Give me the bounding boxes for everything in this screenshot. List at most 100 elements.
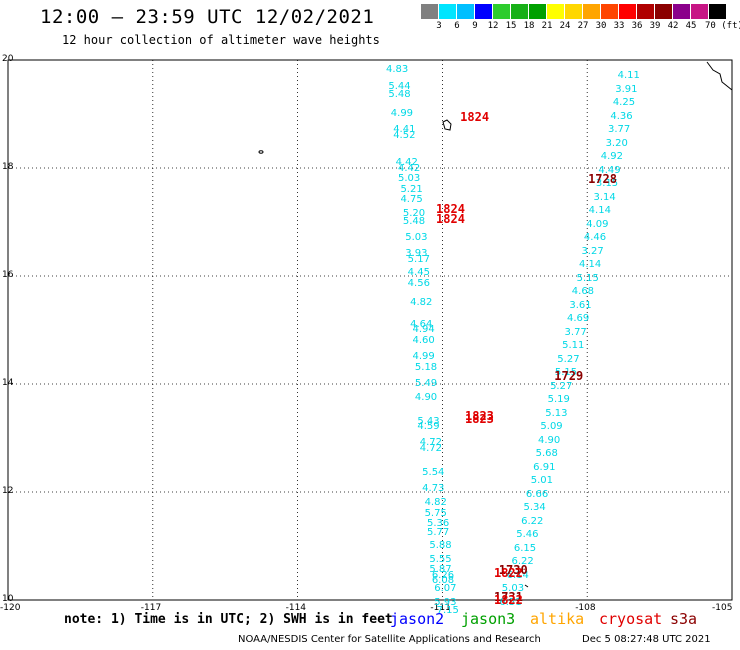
swh-value: 5.54 xyxy=(422,467,445,479)
swh-value: 6.91 xyxy=(533,461,556,473)
swh-value: 5.43 xyxy=(417,415,440,427)
island-small xyxy=(524,584,529,588)
satellite-jason3: jason3 xyxy=(461,610,516,628)
swh-value: 6.51 xyxy=(499,596,522,608)
swh-value: 4.52 xyxy=(393,129,416,141)
swh-value: 4.72 xyxy=(419,442,442,454)
color-scale-label: 36 xyxy=(631,21,643,31)
swh-value: 3.61 xyxy=(569,299,592,311)
swh-value: 5.27 xyxy=(550,380,573,392)
satellite-jason2: jason2 xyxy=(390,610,445,628)
swh-value: 5.93 xyxy=(434,596,457,608)
swh-value: 4.42 xyxy=(398,163,421,175)
swh-value: 4.41 xyxy=(393,124,416,136)
color-swatch xyxy=(673,4,690,19)
swh-value: 5.34 xyxy=(523,502,546,514)
swh-value: 4.83 xyxy=(385,64,409,76)
map-frame xyxy=(7,59,733,601)
pass-time-label: 1731 xyxy=(493,590,523,605)
swh-value: 4.72 xyxy=(419,437,442,449)
swh-value: 4.99 xyxy=(390,108,414,119)
swh-value: 5.15 xyxy=(554,367,578,379)
color-swatch xyxy=(457,4,474,19)
swh-value: 4.69 xyxy=(566,313,590,325)
swh-value: 5.20 xyxy=(402,207,426,219)
color-swatch xyxy=(601,4,618,19)
swh-value: 6.15 xyxy=(513,542,537,554)
credit-text: NOAA/NESDIS Center for Satellite Applica… xyxy=(238,634,541,645)
footer-note: note: 1) Time is in UTC; 2) SWH is in fe… xyxy=(64,612,393,627)
lon-tick-label: -111 xyxy=(430,603,451,613)
color-scale-label: 27 xyxy=(577,21,589,31)
lat-tick-label: 16 xyxy=(2,270,14,280)
color-swatch xyxy=(637,4,654,19)
color-swatch xyxy=(475,4,492,19)
swh-value: 4.90 xyxy=(414,391,438,403)
color-swatch xyxy=(547,4,564,19)
swh-value: 4.60 xyxy=(412,334,435,346)
swh-value: 4.73 xyxy=(422,483,445,495)
color-scale-label: 12 xyxy=(487,21,499,31)
color-scale-label: 30 xyxy=(595,21,607,31)
swh-value: 4.75 xyxy=(400,194,423,206)
swh-value: 5.68 xyxy=(535,448,558,460)
swh-value: 7.15 xyxy=(436,604,459,616)
swh-value: 4.90 xyxy=(538,434,561,446)
pass-time-label: 1823 xyxy=(465,409,494,424)
swh-value: 5.87 xyxy=(429,564,452,576)
swh-value: 3.91 xyxy=(615,83,638,95)
swh-value: 5.03 xyxy=(405,232,428,244)
color-scale-label: 15 xyxy=(505,21,517,31)
swh-value: 3.14 xyxy=(593,191,616,203)
swh-value: 3.77 xyxy=(607,124,631,136)
swh-value: 5.13 xyxy=(545,407,568,419)
swh-value: 4.92 xyxy=(600,151,623,163)
lat-tick-label: 10 xyxy=(2,594,14,604)
swh-value: 5.77 xyxy=(426,526,450,538)
color-scale-label: 33 xyxy=(613,21,625,31)
swh-value: 6.66 xyxy=(525,488,549,500)
swh-value: 5.21 xyxy=(400,183,423,195)
pass-time-label: 1824 xyxy=(460,109,490,124)
page-subtitle: 12 hour collection of altimeter wave hei… xyxy=(62,33,380,47)
color-swatch xyxy=(529,4,546,19)
pass-time-label: 1824 xyxy=(436,201,465,216)
swh-value: 5.11 xyxy=(562,340,585,352)
swh-value: 4.49 xyxy=(598,164,621,176)
swh-value: 4.99 xyxy=(412,351,435,362)
color-scale-label: 3 xyxy=(436,21,442,31)
lon-tick-label: -120 xyxy=(0,603,21,613)
color-swatch xyxy=(439,4,456,19)
satellite-cryosat: cryosat xyxy=(599,610,663,628)
color-swatch xyxy=(655,4,672,19)
pass-time-label: 1823 xyxy=(465,412,494,427)
swh-value: 4.11 xyxy=(617,70,640,82)
lon-tick-label: -108 xyxy=(575,603,596,613)
swh-value: 5.55 xyxy=(429,553,452,565)
lon-tick-label: -114 xyxy=(285,603,307,613)
pass-time-label: 1730 xyxy=(498,563,528,578)
graticule xyxy=(8,60,732,600)
swh-value: 4.36 xyxy=(610,110,633,122)
pass-time-label: 1729 xyxy=(554,368,584,383)
swh-value: 5.46 xyxy=(516,529,539,541)
color-swatch xyxy=(619,4,636,19)
color-scale-label: 6 xyxy=(454,21,460,31)
swh-value: 5.88 xyxy=(429,540,452,551)
pass-time-label: 1822 xyxy=(493,593,523,607)
swh-value: 4.82 xyxy=(410,297,433,308)
swh-value: 3.93 xyxy=(405,248,428,260)
swh-value: 3.77 xyxy=(564,326,587,338)
swh-value: 5.49 xyxy=(414,378,438,389)
color-scale-label: 39 xyxy=(649,21,661,31)
swh-value: 5.18 xyxy=(414,361,438,373)
swh-value: 6.08 xyxy=(431,575,455,587)
color-swatch xyxy=(583,4,600,19)
swh-value: 5.36 xyxy=(426,518,450,530)
lat-tick-label: 14 xyxy=(2,378,14,388)
swh-value: 4.68 xyxy=(571,286,595,298)
swh-value: 5.75 xyxy=(424,507,447,519)
island-clarion xyxy=(258,150,264,154)
swh-value: 3.15 xyxy=(595,178,619,190)
